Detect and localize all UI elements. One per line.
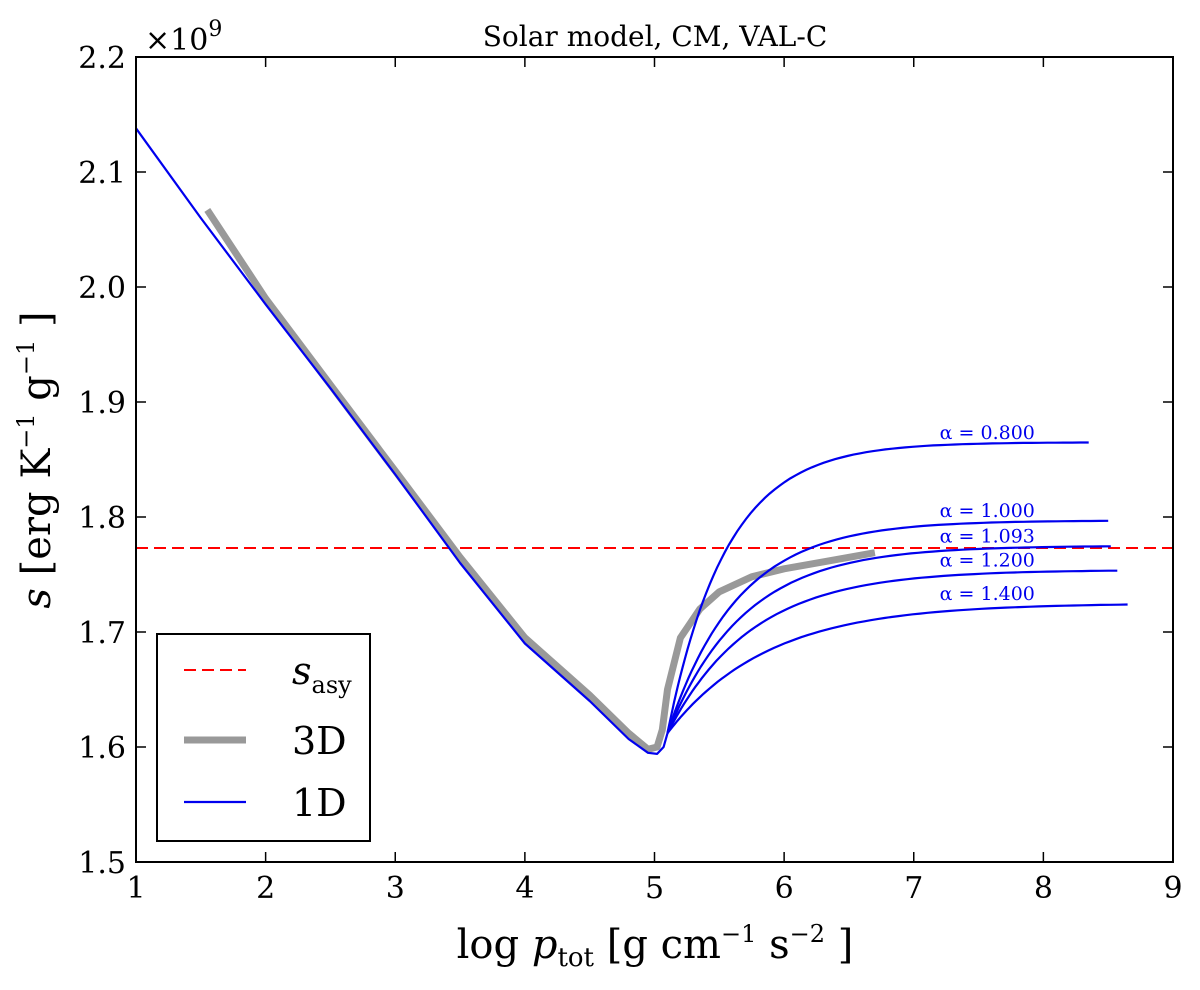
- y-label-units: [erg K: [14, 448, 60, 588]
- x-label-mid: s: [756, 922, 789, 968]
- alpha-label-1: α = 1.000: [940, 500, 1035, 522]
- y-tick-label: 2.1: [78, 156, 126, 191]
- x-tick-label: 5: [645, 871, 664, 906]
- x-axis-ticks: 1 2 3 4 5 6 7 8 9: [126, 57, 1183, 906]
- alpha-label-4: α = 1.400: [940, 583, 1035, 605]
- alpha-label-0: α = 0.800: [940, 422, 1035, 444]
- y-tick-label: 1.9: [78, 386, 126, 421]
- x-label-exp2: −2: [790, 920, 825, 948]
- series-1d-branch-2: [666, 545, 1111, 734]
- y-tick-label: 1.7: [78, 616, 126, 651]
- y-axis-label: s [erg K−1 g−1 ]: [12, 311, 60, 608]
- y-tick-label: 1.5: [78, 846, 126, 881]
- y-multiplier-base: ×10: [145, 23, 208, 58]
- series-1d-branch-4: [666, 603, 1128, 734]
- y-tick-label: 1.6: [78, 731, 126, 766]
- x-tick-label: 8: [1034, 871, 1053, 906]
- y-label-mid: g: [14, 375, 60, 413]
- y-label-exp2: −1: [12, 340, 40, 375]
- series-1d-branch-0: [666, 441, 1089, 734]
- y-axis-ticks: 1.5 1.6 1.7 1.8 1.9 2.0 2.1 2.2: [78, 41, 1173, 881]
- chart-title: Solar model, CM, VAL-C: [483, 20, 828, 53]
- series-1d-line: [135, 127, 669, 756]
- x-tick-label: 2: [256, 871, 275, 906]
- x-tick-label: 1: [126, 871, 145, 906]
- y-tick-label: 2.0: [78, 271, 126, 306]
- alpha-label-2: α = 1.093: [940, 525, 1035, 547]
- x-label-var: p: [532, 922, 558, 968]
- x-tick-label: 9: [1163, 871, 1182, 906]
- legend-s-sub: asy: [312, 671, 353, 699]
- x-label-end: ]: [825, 922, 853, 968]
- legend: sasy 3D 1D: [156, 633, 371, 842]
- x-label-units: [g cm: [594, 922, 721, 968]
- y-tick-label: 2.2: [78, 41, 126, 76]
- y-label-end: ]: [14, 311, 60, 339]
- legend-label-s-asy: sasy: [292, 649, 352, 699]
- y-label-exp1: −1: [12, 413, 40, 448]
- series-1d-branch-1: [666, 519, 1109, 734]
- x-tick-label: 3: [386, 871, 405, 906]
- x-tick-label: 4: [515, 871, 534, 906]
- y-tick-label: 1.8: [78, 501, 126, 536]
- legend-s-var: s: [292, 649, 312, 693]
- legend-label-3d: 3D: [292, 719, 347, 763]
- alpha-label-3: α = 1.200: [940, 549, 1035, 571]
- y-multiplier-exp: 9: [208, 17, 222, 42]
- x-tick-label: 6: [775, 871, 794, 906]
- x-label-prefix: log: [457, 922, 532, 968]
- x-axis-label: log ptot [g cm−1 s−2 ]: [457, 920, 854, 973]
- series-1d-branch-3: [666, 569, 1118, 734]
- x-label-sub: tot: [557, 943, 594, 973]
- y-multiplier: ×109: [145, 17, 222, 58]
- legend-label-1d: 1D: [292, 781, 347, 825]
- x-label-exp1: −1: [721, 920, 756, 948]
- y-label-var: s: [14, 588, 60, 609]
- series-3d-line: [204, 207, 876, 753]
- x-tick-label: 7: [904, 871, 923, 906]
- series-1d-branches: [666, 441, 1128, 734]
